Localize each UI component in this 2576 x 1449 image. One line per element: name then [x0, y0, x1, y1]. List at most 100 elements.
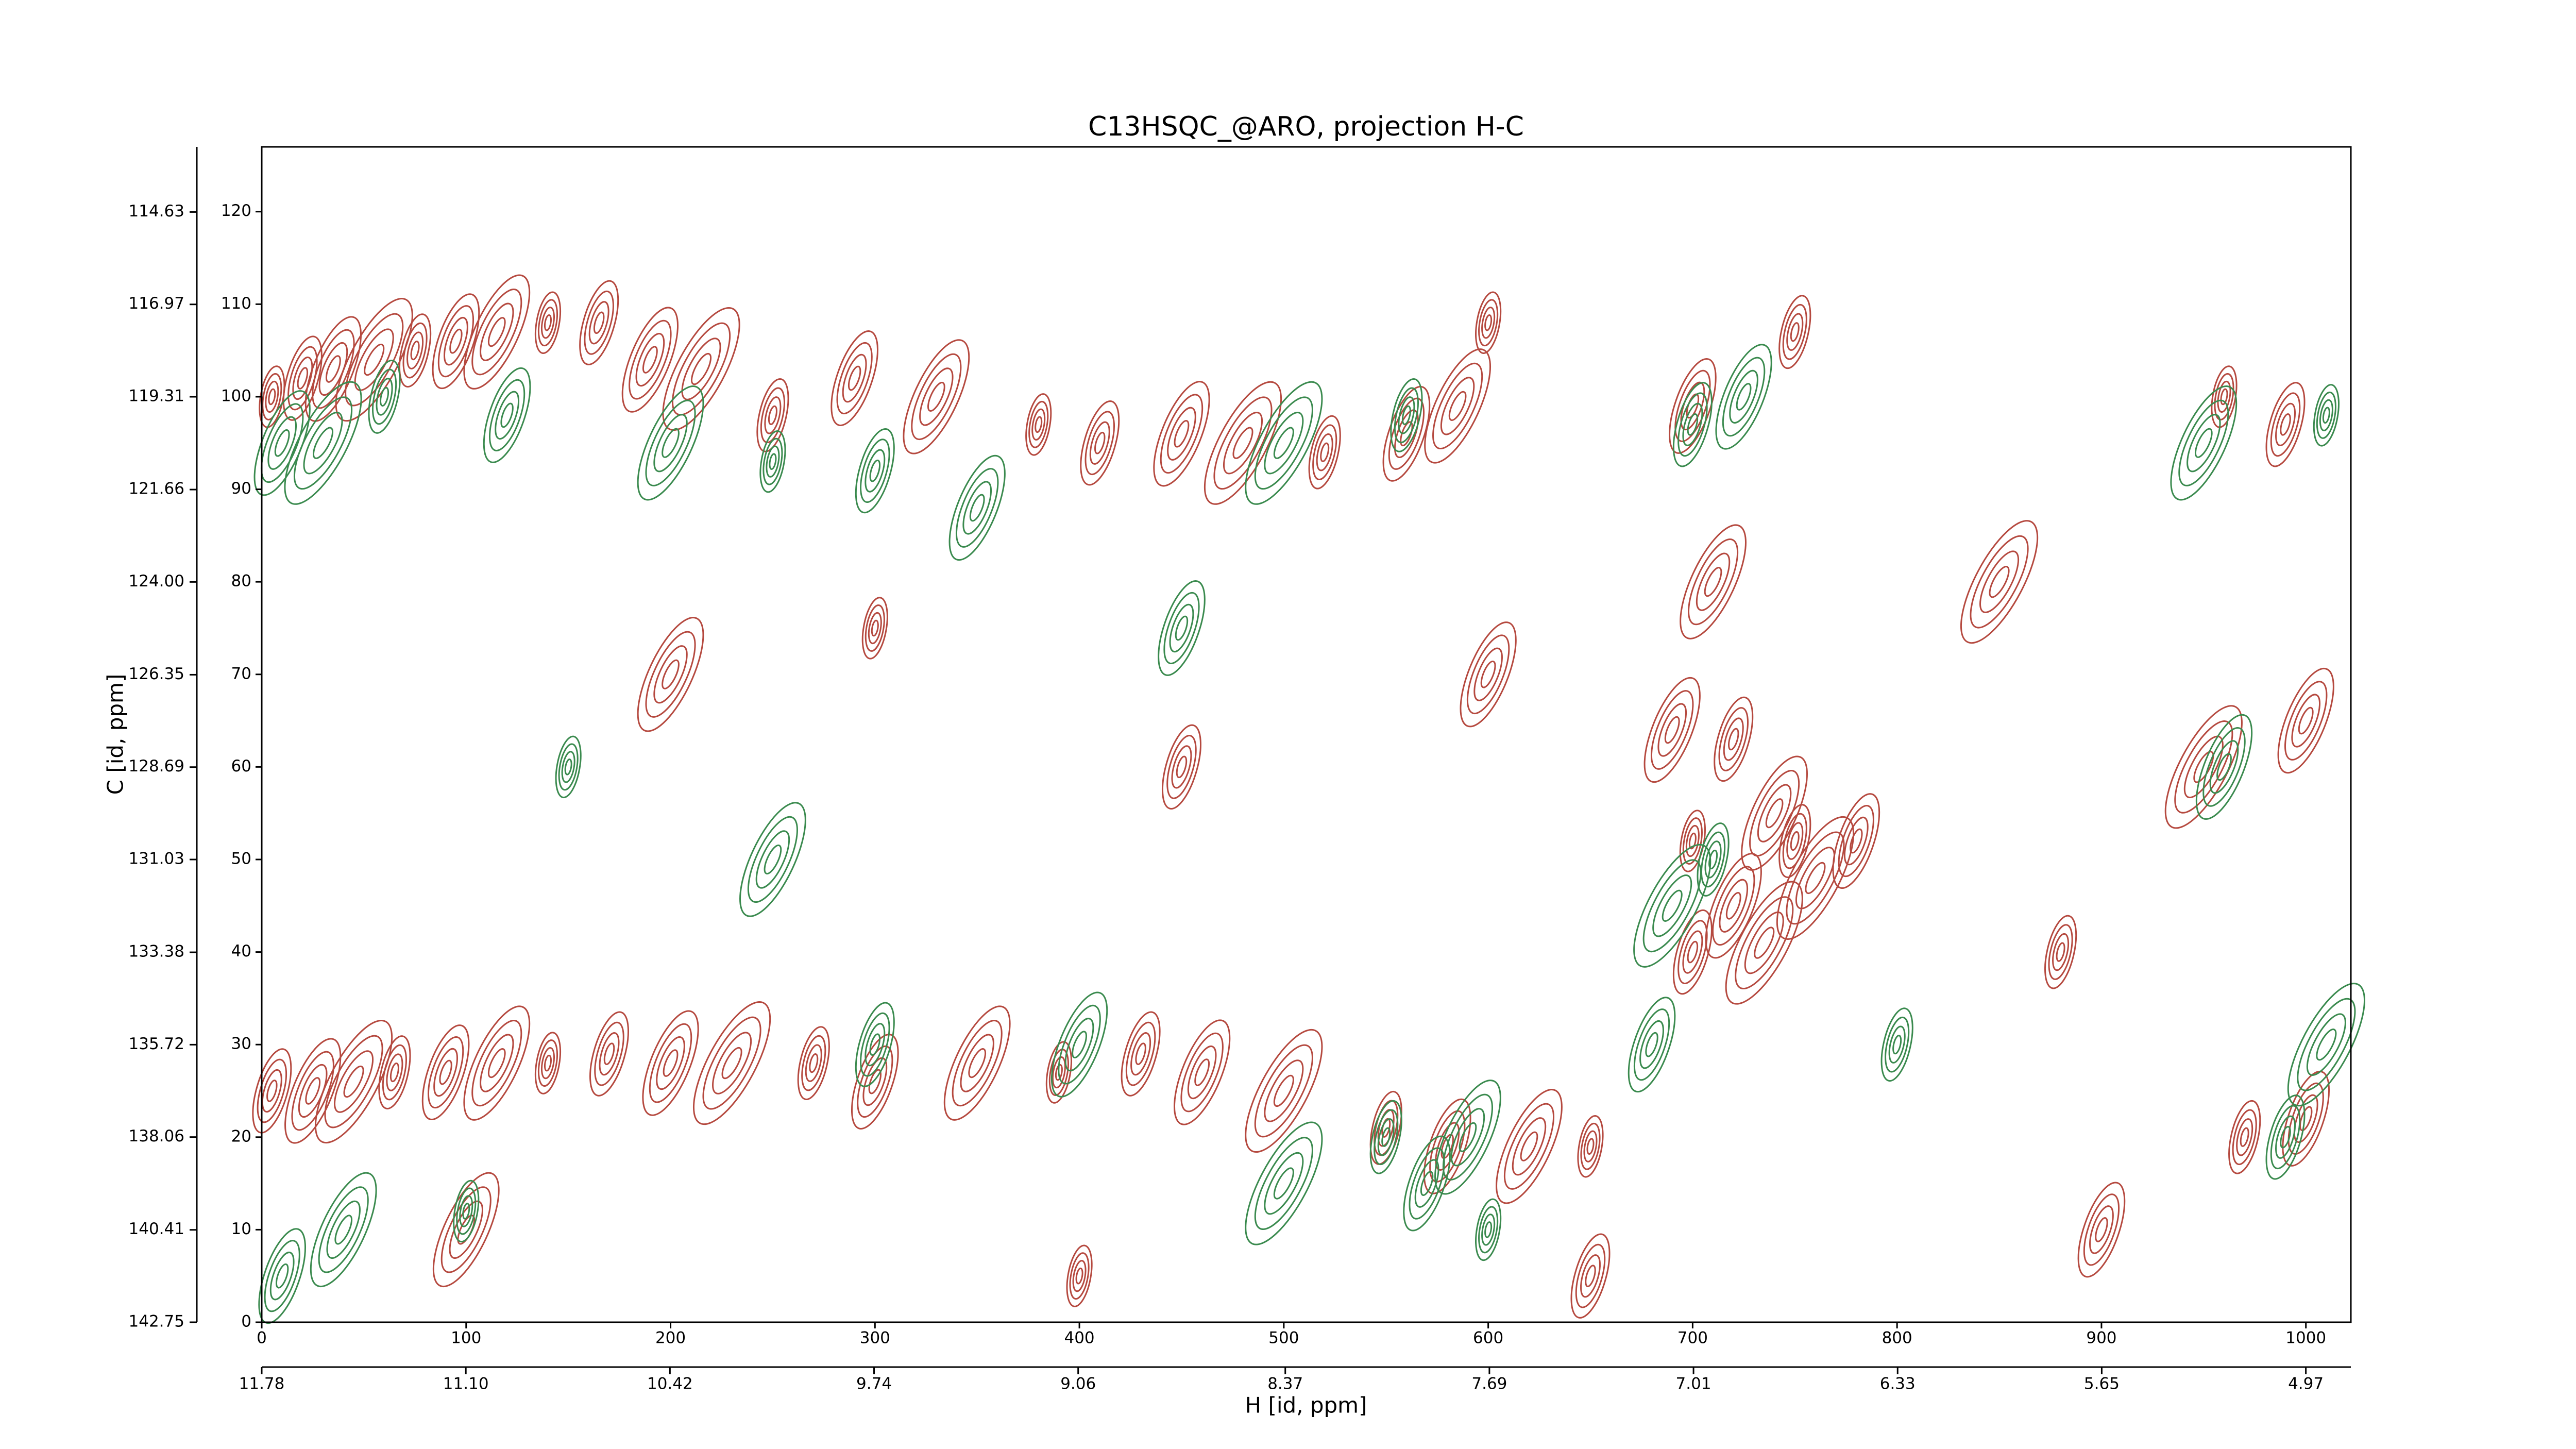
y2-tick-label: 133.38 [129, 942, 184, 961]
peak [463, 1005, 531, 1121]
peak [1424, 348, 1492, 464]
contour-line [962, 481, 992, 535]
peak [1577, 1115, 1604, 1178]
contour-line [1685, 824, 1700, 857]
contour-line [1308, 415, 1341, 490]
x2-tick-label: 6.33 [1880, 1375, 1916, 1393]
contour-line [389, 1062, 399, 1083]
y-tick-label: 120 [221, 201, 251, 220]
contour-line [1708, 849, 1718, 870]
contour-line [692, 1001, 771, 1125]
contour-line [671, 322, 731, 416]
contour-line [1232, 427, 1253, 459]
contour-line [769, 453, 777, 470]
peak [662, 307, 740, 431]
contour-line [463, 1005, 531, 1121]
contour-line [444, 316, 468, 366]
peak [1496, 1089, 1563, 1204]
y2-tick-label: 140.41 [129, 1220, 184, 1238]
contour-line [629, 319, 672, 400]
contour-line [842, 353, 867, 403]
contour-line [662, 307, 740, 431]
peak [1880, 1007, 1913, 1082]
chart-title: C13HSQC_@ARO, projection H-C [1088, 111, 1524, 142]
contour-line [635, 333, 665, 387]
contour-line [1264, 1152, 1304, 1215]
contour-line [579, 280, 619, 365]
contour-line [1160, 394, 1204, 474]
contour-line [1723, 717, 1744, 761]
contour-line [1585, 1265, 1596, 1287]
contour-line [1697, 822, 1730, 897]
contour-line [2209, 740, 2239, 794]
contour-line [621, 307, 679, 413]
contour-line [836, 342, 873, 415]
contour-line [1696, 552, 1731, 611]
contour-line [462, 1203, 470, 1220]
contour-line [1850, 828, 1863, 854]
peak [1628, 997, 1676, 1093]
peak [1714, 696, 1754, 782]
contour-line [2293, 1094, 2318, 1143]
contour-line [2240, 1127, 2249, 1147]
contour-line [291, 1051, 334, 1131]
peak [1204, 381, 1282, 505]
contour-line [282, 335, 323, 421]
contour-line [261, 1069, 282, 1113]
contour-line [1450, 1108, 1485, 1167]
contour-line [1888, 1025, 1906, 1064]
contour-line [483, 367, 531, 463]
contour-line [1035, 416, 1043, 433]
contour-line [603, 1042, 615, 1065]
peak [421, 1024, 470, 1121]
peak [1025, 393, 1052, 456]
contour-line [480, 302, 514, 361]
contour-line [1669, 358, 1717, 454]
contour-line [386, 1053, 403, 1091]
contour-line [399, 313, 432, 388]
contour-line [927, 381, 945, 412]
contour-line [1728, 728, 1739, 751]
contour-line [1390, 378, 1423, 452]
peak [1633, 844, 1711, 968]
contour-line [1586, 1138, 1595, 1155]
contour-line [1749, 770, 1800, 857]
contour-line [809, 1053, 819, 1073]
contour-line [1121, 1011, 1161, 1097]
contour-line [1048, 1049, 1069, 1096]
peak [1161, 724, 1201, 810]
contour-line [1628, 997, 1676, 1093]
contour-line [1880, 1007, 1913, 1082]
contour-line [1688, 832, 1697, 850]
contour-line [1790, 831, 1800, 851]
contour-line [2194, 428, 2213, 458]
contour-line [1194, 1058, 1210, 1086]
peak [1697, 822, 1730, 897]
peak [2265, 1094, 2306, 1180]
peak [861, 597, 888, 660]
contour-line [1795, 847, 1836, 909]
contour-line [2077, 1182, 2126, 1278]
contour-line [297, 367, 309, 390]
contour-line [851, 1034, 899, 1130]
x-tick-label: 300 [860, 1329, 890, 1347]
contour-line [1273, 1167, 1294, 1200]
peak [1369, 1100, 1402, 1174]
contour-line [766, 445, 780, 478]
peak [1460, 621, 1517, 728]
contour-line [471, 289, 522, 376]
contour-line [2275, 1115, 2296, 1159]
contour-line [2195, 714, 2253, 820]
contour-line [1072, 1031, 1087, 1058]
contour-line [860, 1012, 890, 1077]
contour-line [1420, 1171, 1434, 1196]
contour-line [1643, 677, 1701, 783]
contour-line [865, 449, 886, 493]
peak [335, 298, 413, 422]
contour-line [1432, 362, 1483, 450]
contour-line [593, 311, 605, 334]
contour-line [1645, 1032, 1658, 1057]
x2-tick-label: 5.65 [2084, 1375, 2120, 1393]
contour-line [433, 1048, 459, 1097]
